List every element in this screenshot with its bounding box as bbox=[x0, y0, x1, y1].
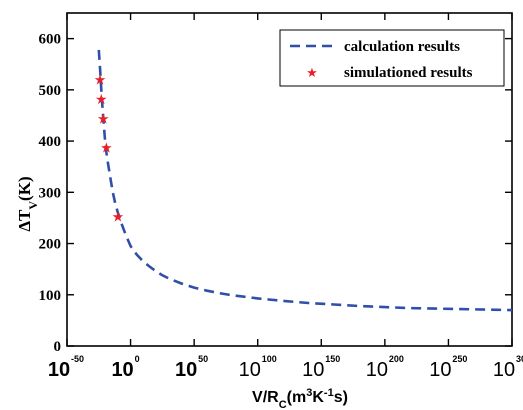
x-tick-label-exponent: 100 bbox=[262, 354, 277, 364]
x-tick-label-base: 10 bbox=[493, 359, 515, 381]
x-axis-label-end: s) bbox=[334, 389, 348, 406]
x-tick-label-base: 10 bbox=[239, 359, 261, 381]
y-axis-label-sub: V bbox=[26, 201, 40, 210]
x-tick-label-exponent: 0 bbox=[135, 354, 140, 364]
y-tick-label: 0 bbox=[54, 339, 62, 355]
x-axis-label-mid: K bbox=[312, 389, 324, 406]
x-tick-label-base: 10 bbox=[429, 359, 451, 381]
y-tick-label: 500 bbox=[39, 83, 62, 99]
x-tick-label-base: 10 bbox=[175, 359, 197, 381]
simulationed-result-point: ★ bbox=[94, 73, 107, 89]
x-tick-label-exponent: 300 bbox=[516, 354, 523, 364]
legend-star-swatch: ★ bbox=[306, 66, 318, 81]
x-tick-label-base: 10 bbox=[302, 359, 324, 381]
simulationed-result-point: ★ bbox=[97, 112, 110, 128]
y-tick-label: 300 bbox=[39, 185, 62, 201]
x-tick-label-base: 10 bbox=[366, 359, 388, 381]
simulationed-result-point: ★ bbox=[112, 209, 125, 225]
x-tick-label-base: 10 bbox=[48, 359, 70, 381]
x-axis-label-sup1: 3 bbox=[306, 387, 312, 399]
calculation-results-line bbox=[97, 49, 513, 312]
y-tick-label: 600 bbox=[39, 32, 62, 48]
x-axis-label-sup2: -1 bbox=[324, 387, 334, 399]
y-axis-ticks: 0 100 200 300 400 500 600 bbox=[39, 32, 512, 355]
y-axis-label-base: ΔT bbox=[15, 209, 34, 232]
x-tick-label-exponent: 250 bbox=[452, 354, 467, 364]
legend-box bbox=[279, 29, 505, 87]
legend: calculation results ★ simulationed resul… bbox=[279, 29, 505, 87]
x-tick-label-exponent: 50 bbox=[198, 354, 208, 364]
plot-frame bbox=[66, 12, 513, 347]
simulationed-result-point: ★ bbox=[100, 141, 113, 157]
x-tick-label-exponent: 200 bbox=[389, 354, 404, 364]
y-axis-label-end: (K) bbox=[15, 176, 34, 201]
simulationed-result-point: ★ bbox=[95, 92, 108, 108]
x-tick-label-base: 10 bbox=[111, 359, 133, 381]
x-axis-label-sub: C bbox=[279, 399, 287, 410]
legend-simulationed-label: simulationed results bbox=[344, 65, 473, 81]
y-tick-label: 200 bbox=[39, 237, 62, 253]
y-tick-label: 100 bbox=[39, 288, 62, 304]
x-tick-label-exponent: -50 bbox=[71, 354, 84, 364]
x-axis-label-open: (m bbox=[287, 389, 307, 406]
y-axis-label: ΔTV(K) bbox=[15, 176, 40, 231]
legend-calculation-label: calculation results bbox=[344, 39, 460, 55]
y-tick-label: 400 bbox=[39, 134, 62, 150]
x-axis-label-base: V/R bbox=[252, 389, 279, 406]
series-layer: ★ ★ ★ ★ ★ bbox=[94, 49, 513, 312]
x-axis-ticks: 10-5010010501010010150102001025010300 bbox=[48, 13, 523, 381]
x-axis-label: V/RC(m3K-1s) bbox=[252, 387, 348, 410]
x-tick-label-exponent: 150 bbox=[325, 354, 340, 364]
